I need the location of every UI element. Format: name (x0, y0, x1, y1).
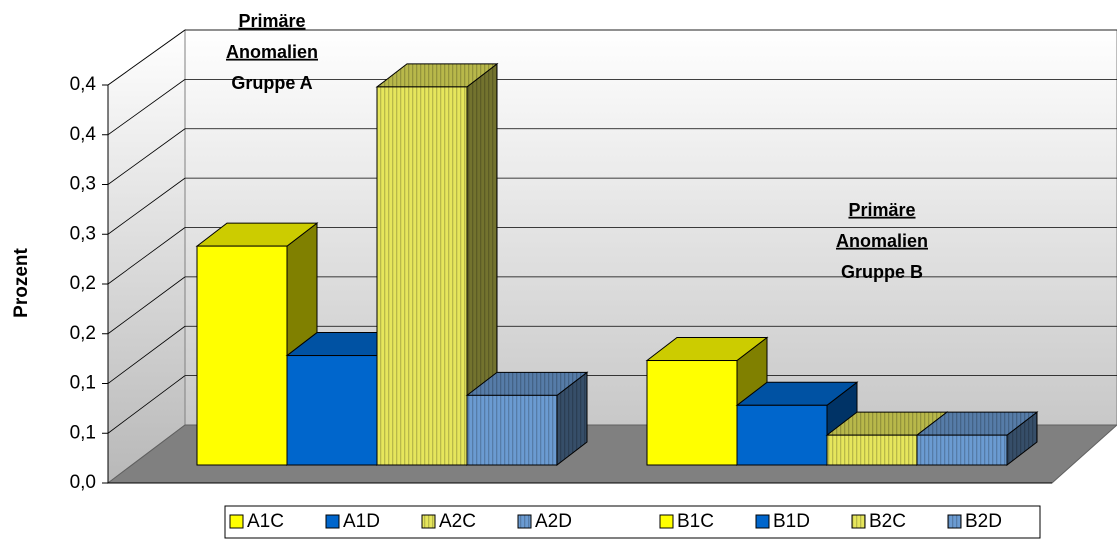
bar-front (286, 355, 378, 466)
y-tick-label: 0,2 (70, 323, 96, 344)
bar-front (466, 394, 558, 466)
bar-front (646, 360, 738, 466)
grid-line (107, 325, 186, 384)
legend-swatch (421, 514, 436, 529)
legend-label: A1D (343, 511, 380, 532)
legend-label: A1C (247, 511, 284, 532)
annotation: Anomalien (226, 42, 318, 62)
legend-swatch (755, 514, 770, 529)
y-tick-label: 0,4 (70, 124, 97, 145)
annotation: Anomalien (836, 231, 928, 251)
annotation: Primäre (238, 11, 305, 31)
y-tick-label: 0,3 (70, 223, 96, 244)
grid-line (107, 128, 186, 185)
y-tick-label: 0,4 (70, 74, 97, 95)
y-tick-label: 0,3 (70, 174, 96, 195)
bar (915, 411, 1039, 467)
grid-line (107, 276, 186, 335)
bar (645, 336, 769, 467)
grid-line (107, 79, 186, 136)
y-tick-label: 0,2 (70, 273, 96, 294)
legend-swatch (659, 514, 674, 529)
legend (224, 505, 1041, 539)
bar-front (916, 434, 1008, 466)
bar (375, 62, 499, 467)
legend-label: B2C (869, 511, 906, 532)
bar-front (736, 404, 828, 466)
y-tick-label: 0,1 (70, 422, 96, 443)
annotation: Gruppe B (841, 262, 923, 282)
annotation: Primäre (848, 200, 915, 220)
bar-front (196, 245, 288, 466)
legend-swatch (851, 514, 866, 529)
annotation: Gruppe A (231, 73, 312, 93)
grid-line (107, 375, 186, 434)
legend-label: A2D (535, 511, 572, 532)
grid-line (107, 177, 186, 235)
y-tick-label: 0,1 (70, 373, 96, 394)
legend-swatch (325, 514, 340, 529)
legend-label: A2C (439, 511, 476, 532)
legend-label: B2D (965, 511, 1002, 532)
legend-label: B1C (677, 511, 714, 532)
bar (465, 371, 589, 467)
bar-front (376, 86, 468, 466)
legend-swatch (947, 514, 962, 529)
y-axis-label: Prozent (11, 247, 32, 317)
grid-line (107, 29, 186, 86)
legend-label: B1D (773, 511, 810, 532)
legend-swatch (229, 514, 244, 529)
side-wall (107, 29, 186, 485)
y-tick-label: 0,0 (70, 472, 96, 493)
grid-line (107, 227, 186, 285)
bar-front (826, 434, 918, 466)
legend-swatch (517, 514, 532, 529)
